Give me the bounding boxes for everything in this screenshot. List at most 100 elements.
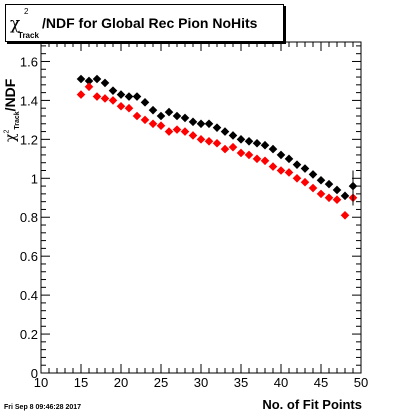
data-point-black xyxy=(228,131,238,140)
data-point-red xyxy=(228,142,238,152)
data-point-red xyxy=(108,96,118,105)
x-axis-label: No. of Fit Points xyxy=(262,397,362,412)
data-point-red xyxy=(100,94,110,103)
data-point-black xyxy=(124,92,134,101)
y-tick-label: 1 xyxy=(31,171,38,186)
title-subscript: Track xyxy=(18,31,39,40)
data-point-black xyxy=(164,107,174,117)
data-point-red xyxy=(300,177,310,187)
x-tick-label: 50 xyxy=(354,375,368,390)
data-point-red xyxy=(212,138,222,148)
data-point-red xyxy=(84,82,94,92)
x-tick-label: 10 xyxy=(34,375,48,390)
x-tick-label: 20 xyxy=(114,375,128,390)
y-tick-label: 0.6 xyxy=(20,249,38,264)
y-tick-label: 1.6 xyxy=(20,54,38,69)
data-point-black xyxy=(188,117,198,127)
data-point-black xyxy=(324,179,334,189)
data-point-red xyxy=(332,195,342,205)
y-tick-label: 0.8 xyxy=(20,210,38,225)
data-point-red xyxy=(340,210,350,220)
ylabel-chi-symbol: χ xyxy=(3,133,19,142)
ylabel-subscript: Track xyxy=(14,111,22,130)
ylabel-superscript: 2 xyxy=(3,129,11,134)
data-point-red xyxy=(180,127,190,136)
chart-title-box: χ 2 Track /NDF for Global Rec Pion NoHit… xyxy=(5,4,284,42)
data-point-black xyxy=(308,170,318,179)
data-point-black xyxy=(260,140,270,150)
data-point-black xyxy=(316,175,326,185)
data-point-red xyxy=(172,125,182,134)
data-point-red xyxy=(140,115,150,125)
data-point-red xyxy=(236,148,246,158)
data-point-black xyxy=(204,119,214,129)
data-point-black xyxy=(212,123,222,132)
data-point-black xyxy=(236,135,246,144)
data-point-black xyxy=(284,154,294,164)
data-point-red xyxy=(308,183,318,193)
data-point-black xyxy=(76,74,86,84)
y-tick-label: 0.4 xyxy=(20,288,38,303)
data-point-black xyxy=(340,191,350,201)
ylabel-main: /NDF xyxy=(2,78,18,112)
x-tick-label: 30 xyxy=(194,375,208,390)
y-tick-label: 1.4 xyxy=(20,93,38,108)
data-point-black xyxy=(276,150,286,160)
data-point-red xyxy=(148,119,158,129)
x-tick-label: 40 xyxy=(274,375,288,390)
x-tick-label: 35 xyxy=(234,375,248,390)
x-tick-label: 15 xyxy=(74,375,88,390)
data-point-red xyxy=(156,121,166,131)
data-point-red xyxy=(196,135,206,144)
data-point-red xyxy=(292,173,302,183)
data-point-red xyxy=(284,168,294,177)
data-point-black xyxy=(116,90,126,99)
data-point-red xyxy=(268,162,278,171)
data-point-red xyxy=(188,131,198,140)
data-point-red xyxy=(204,137,214,146)
data-point-black xyxy=(180,113,190,123)
data-point-black xyxy=(268,144,278,154)
data-point-red xyxy=(76,90,86,99)
x-tick-label: 25 xyxy=(154,375,168,390)
data-point-red xyxy=(244,150,254,160)
data-point-red xyxy=(324,193,334,203)
data-point-black xyxy=(156,111,166,121)
plot-frame xyxy=(40,41,362,374)
data-point-black xyxy=(100,78,110,88)
data-point-black xyxy=(108,86,118,95)
title-superscript: 2 xyxy=(24,7,29,16)
data-point-red xyxy=(124,103,134,113)
data-point-red xyxy=(220,144,230,154)
y-axis-label: χ2Track/NDF xyxy=(2,79,21,142)
data-point-black xyxy=(92,74,102,84)
data-point-black xyxy=(84,76,94,86)
data-point-black xyxy=(148,105,158,115)
data-point-black xyxy=(244,137,254,146)
data-point-black xyxy=(140,98,150,107)
y-tick-label: 0 xyxy=(31,366,38,381)
data-point-black xyxy=(132,92,142,101)
timestamp-footer: Fri Sep 8 09:46:28 2017 xyxy=(4,404,82,411)
data-point-red xyxy=(276,166,286,175)
data-point-red xyxy=(116,101,126,111)
x-tick-label: 45 xyxy=(314,375,328,390)
y-tick-label: 1.2 xyxy=(20,132,38,147)
data-point-black xyxy=(220,127,230,136)
data-point-red xyxy=(252,154,262,164)
data-point-red xyxy=(92,92,102,101)
y-tick-label: 0.2 xyxy=(20,327,38,342)
data-point-red xyxy=(132,111,142,121)
data-point-red xyxy=(164,127,174,136)
data-point-black xyxy=(252,138,262,148)
title-chi-symbol: χ xyxy=(10,14,21,34)
data-point-black xyxy=(300,164,310,173)
data-point-black xyxy=(332,185,342,195)
data-point-black xyxy=(172,111,182,121)
data-point-red xyxy=(260,156,270,166)
data-point-black xyxy=(292,160,302,169)
data-point-black xyxy=(196,119,206,129)
data-point-red xyxy=(316,189,326,199)
chart-title: /NDF for Global Rec Pion NoHits xyxy=(42,15,258,31)
